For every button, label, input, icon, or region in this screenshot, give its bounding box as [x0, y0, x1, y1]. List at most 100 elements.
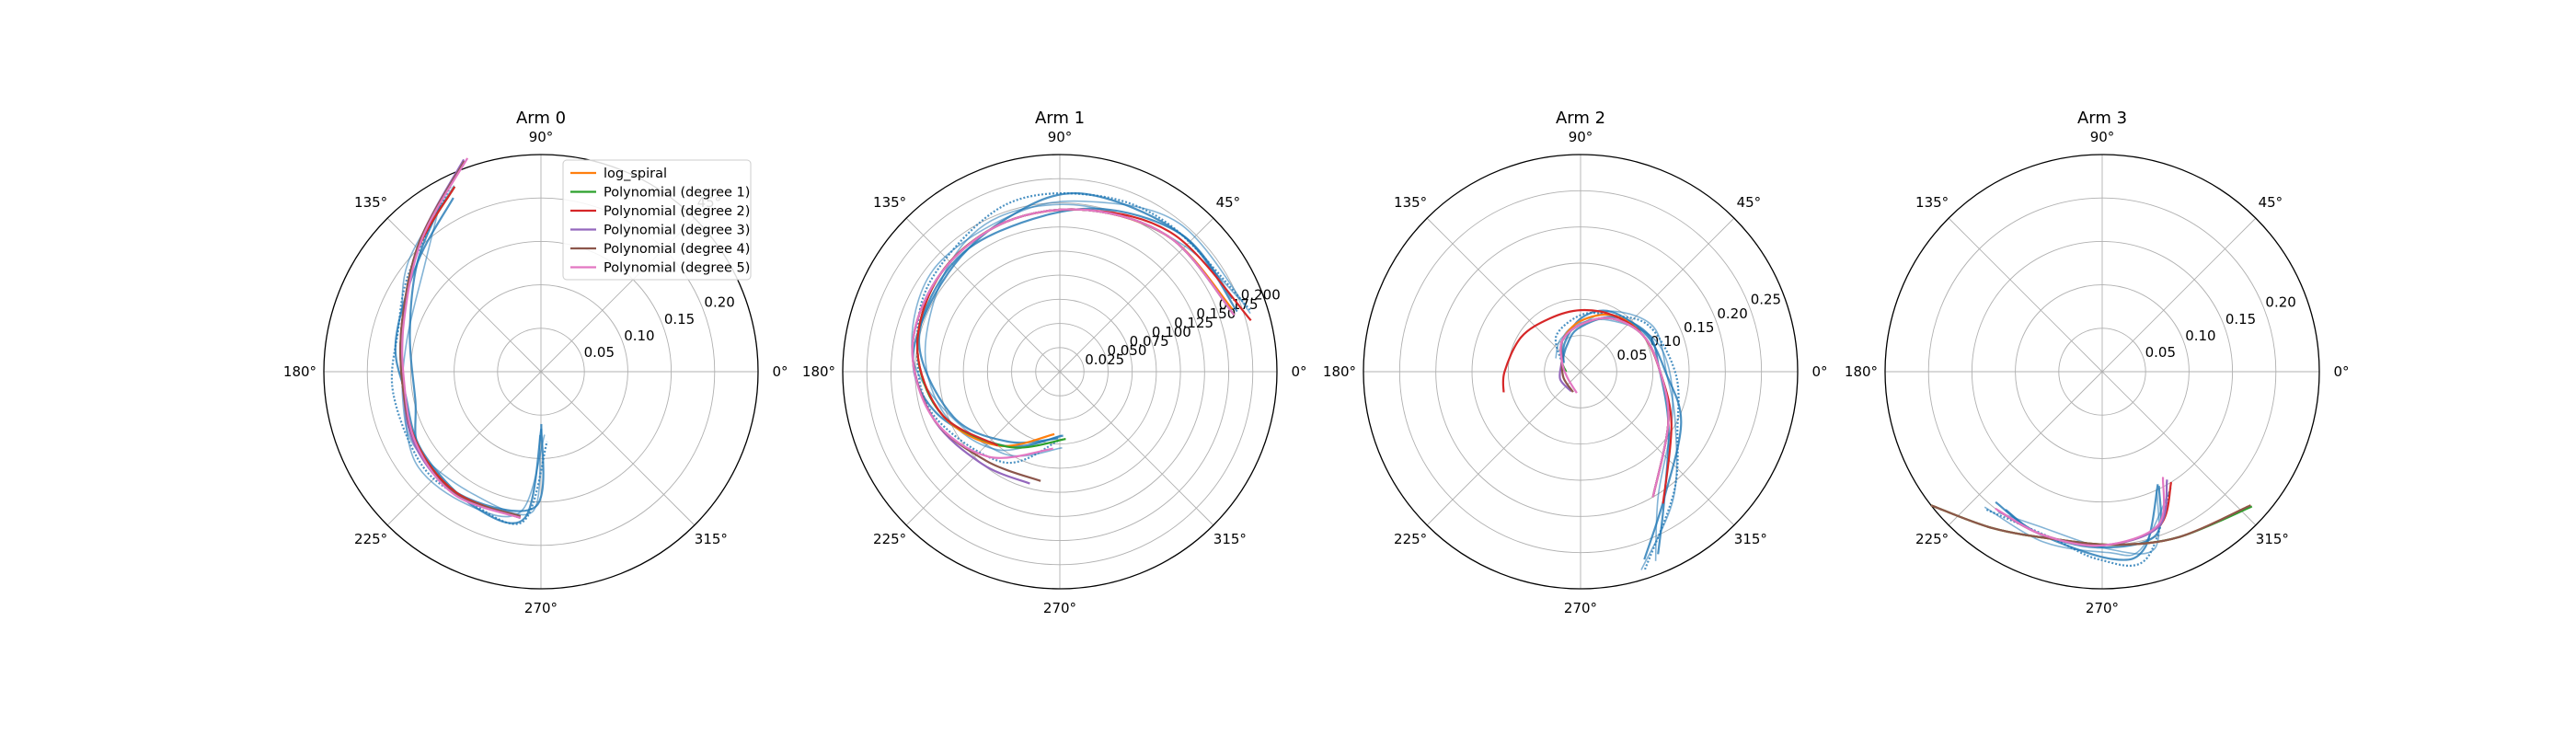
observed-trace — [1554, 311, 1680, 570]
radial-tick-label: 0.20 — [2265, 294, 2295, 311]
angular-gridline — [1426, 217, 1581, 373]
radial-tick-label: 0.10 — [624, 328, 654, 344]
angle-tick-label: 225° — [1915, 531, 1949, 547]
angle-tick-label: 0° — [1291, 363, 1306, 380]
series-line-polynomial-degree-5- — [401, 157, 522, 519]
radial-tick-label: 0.025 — [1085, 351, 1124, 368]
angle-tick-label: 180° — [1845, 363, 1878, 380]
angle-tick-label: 270° — [1043, 600, 1076, 616]
angle-tick-label: 270° — [1564, 600, 1597, 616]
radial-tick-label: 0.200 — [1241, 287, 1281, 304]
chart-title: Arm 3 — [2077, 109, 2127, 128]
polar-frame — [323, 154, 759, 590]
angle-tick-label: 315° — [2256, 531, 2289, 547]
polar-frame — [842, 154, 1278, 590]
series-line-log-spiral — [1930, 504, 2251, 546]
angular-gridline — [386, 371, 542, 526]
angle-tick-label: 180° — [802, 363, 835, 380]
series-line-polynomial-degree-5- — [911, 208, 1236, 459]
chart-title: Arm 2 — [1556, 109, 1605, 128]
chart-title: Arm 1 — [1035, 109, 1085, 128]
series-line-polynomial-degree-5- — [1995, 477, 2166, 547]
angular-gridline — [2101, 371, 2257, 526]
radial-tick-label: 0.20 — [1717, 305, 1747, 322]
angle-tick-label: 180° — [1323, 363, 1356, 380]
radial-tick-label: 0.15 — [2225, 311, 2256, 328]
angle-tick-label: 225° — [1394, 531, 1427, 547]
polar-frame — [1884, 154, 2320, 590]
angular-gridline — [1580, 371, 1735, 526]
legend-entry: Polynomial (degree 5) — [604, 261, 750, 276]
polar-axes-0: 0°45°90°135°180°225°270°315°0.050.100.15… — [283, 109, 788, 616]
radial-tick-label: 0.05 — [584, 344, 615, 361]
radial-tick-label: 0.20 — [704, 294, 734, 311]
radial-tick-label: 0.075 — [1130, 333, 1169, 350]
legend-entry: Polynomial (degree 1) — [604, 186, 750, 201]
radial-tick-label: 0.125 — [1174, 315, 1213, 331]
angle-tick-label: 0° — [772, 363, 788, 380]
radial-tick-label: 0.10 — [1650, 333, 1681, 350]
legend-box — [562, 159, 752, 281]
angular-gridline — [1059, 217, 1214, 373]
angle-tick-label: 90° — [2090, 129, 2115, 145]
legend-entry: Polynomial (degree 2) — [604, 204, 750, 219]
angle-tick-label: 270° — [2086, 600, 2119, 616]
legend-entry: Polynomial (degree 4) — [604, 242, 750, 257]
angle-tick-label: 225° — [873, 531, 906, 547]
observed-trace — [401, 185, 546, 518]
polar-axes-1: 0°45°90°135°180°225°270°315°0.0250.0500.… — [802, 109, 1307, 616]
observed-trace — [1995, 484, 2159, 561]
legend: log_spiral Polynomial (degree 1) Polynomia… — [562, 159, 752, 281]
chart-title: Arm 0 — [516, 109, 566, 128]
angular-gridline — [1948, 217, 2103, 373]
angle-tick-label: 180° — [283, 363, 316, 380]
angle-tick-label: 135° — [1394, 194, 1427, 211]
angle-tick-label: 270° — [524, 600, 558, 616]
angle-tick-label: 135° — [1915, 194, 1949, 211]
angle-tick-label: 90° — [529, 129, 554, 145]
angle-tick-label: 90° — [1569, 129, 1593, 145]
angular-gridline — [2101, 217, 2257, 373]
observed-trace — [390, 186, 548, 525]
angle-tick-label: 135° — [873, 194, 906, 211]
angle-tick-label: 45° — [1737, 194, 1762, 211]
radial-tick-label: 0.25 — [1751, 292, 1781, 308]
series-line-polynomial-degree-2- — [1501, 308, 1673, 504]
angle-tick-label: 90° — [1048, 129, 1073, 145]
angular-gridline — [386, 217, 542, 373]
angle-tick-label: 45° — [2259, 194, 2283, 211]
angular-gridline — [905, 217, 1061, 373]
radial-tick-label: 0.15 — [664, 311, 695, 328]
radial-tick-label: 0.05 — [2145, 344, 2176, 361]
angle-tick-label: 0° — [1811, 363, 1827, 380]
radial-tick-label: 0.10 — [2185, 328, 2215, 344]
legend-entry: log_spiral — [604, 167, 667, 181]
angle-tick-label: 135° — [354, 194, 387, 211]
angular-gridline — [1580, 217, 1735, 373]
radial-tick-label: 0.05 — [1616, 347, 1647, 363]
angle-tick-label: 0° — [2333, 363, 2349, 380]
observed-trace — [1561, 309, 1683, 560]
angle-tick-label: 45° — [1216, 194, 1241, 211]
angular-gridline — [540, 371, 696, 526]
angular-gridline — [1948, 371, 2103, 526]
observed-trace — [917, 207, 1234, 444]
angle-tick-label: 315° — [1734, 531, 1767, 547]
angle-tick-label: 315° — [695, 531, 728, 547]
radial-tick-label: 0.15 — [1684, 319, 1714, 336]
radial-tick-label: 0.150 — [1196, 305, 1236, 322]
series-line-polynomial-degree-1- — [1930, 504, 2253, 546]
series-line-polynomial-degree-5- — [1559, 316, 1670, 498]
angular-gridline — [905, 371, 1061, 526]
polar-axes-2: 0° 45° 90° 135° 180° 225° 270° 315° 0.050.100.15… — [1323, 109, 1828, 616]
radial-tick-label: 0.100 — [1152, 324, 1191, 340]
polar-frame — [1363, 154, 1799, 590]
polar-axes-3: 0° 45° 90° 135° 180° 225° 270° 315° 0.05 0.10 0.15… — [1845, 109, 2350, 616]
observed-trace — [1985, 486, 2172, 568]
angle-tick-label: 315° — [1213, 531, 1247, 547]
angular-gridline — [1426, 371, 1581, 526]
series-line-polynomial-degree-4- — [1930, 504, 2251, 546]
observed-trace — [394, 197, 543, 524]
legend-entry: Polynomial (degree 3) — [604, 224, 750, 238]
